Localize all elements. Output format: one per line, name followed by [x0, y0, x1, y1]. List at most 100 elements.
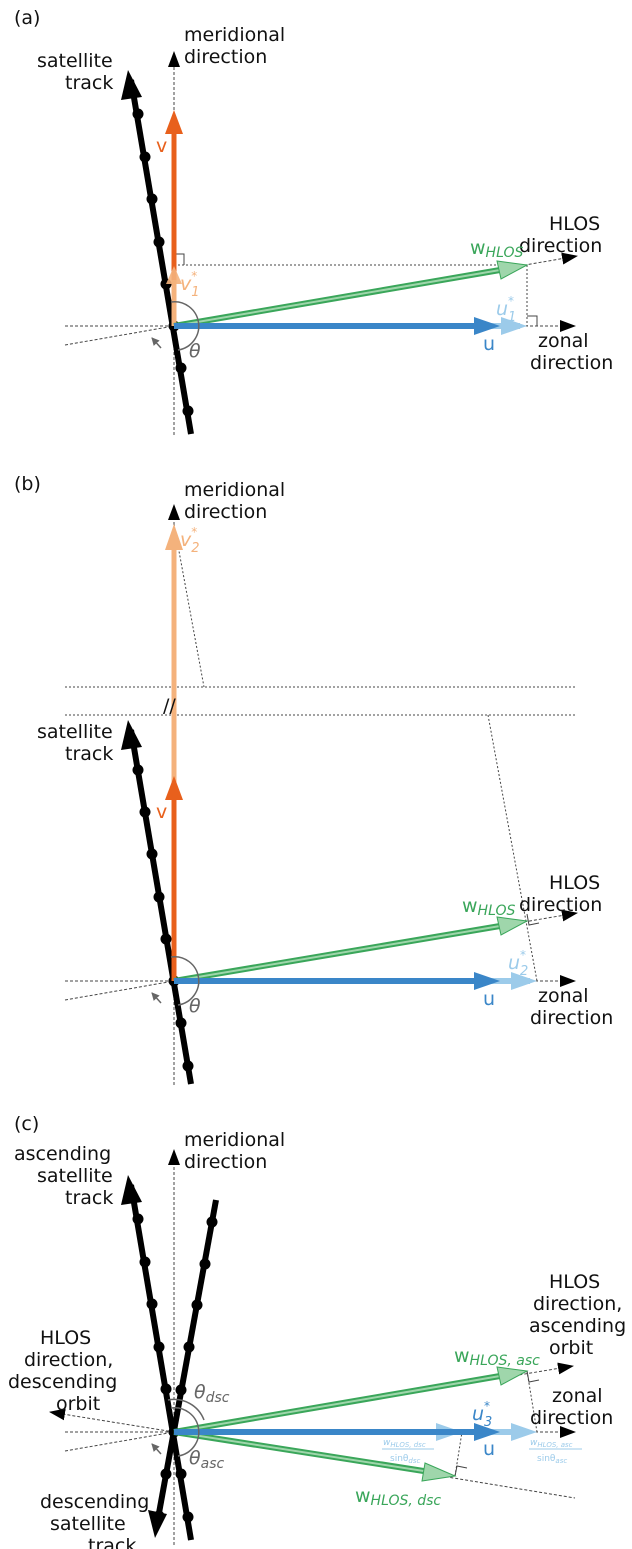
- w-hlos-dsc-label: wHLOS, dsc: [355, 1485, 441, 1509]
- frac-dsc-den: sinθdsc: [390, 1454, 420, 1465]
- frac-asc-num: wHLOS, asc: [530, 1438, 573, 1449]
- hlos-dsc-axis: [49, 1408, 175, 1433]
- descending-track-dots: [153, 1216, 218, 1522]
- v-arrowhead: [165, 776, 183, 800]
- dsc-track-label-1: descending: [40, 1491, 149, 1513]
- u-arrowhead: [474, 972, 500, 990]
- hlos-dsc-label-4: orbit: [56, 1393, 100, 1415]
- meridional-label-2: direction: [184, 1151, 267, 1173]
- zonal-label-2: direction: [530, 1007, 613, 1029]
- hlos-label-1: HLOS: [549, 872, 600, 894]
- w-hlos-arrowhead: [496, 916, 529, 936]
- w-hlos-asc-arrowhead: [496, 1366, 529, 1386]
- w-hlos-vector-inner: [173, 269, 501, 327]
- u1-star-arrowhead: [501, 317, 527, 335]
- v1-star-arrowhead: [166, 266, 182, 284]
- right-angle-hlos: [526, 913, 540, 926]
- w-hlos-asc-label: wHLOS, asc: [454, 1345, 540, 1369]
- theta-arc: [170, 956, 200, 1006]
- frac-dsc-num: wHLOS, dsc: [383, 1438, 426, 1449]
- v-label: v: [156, 135, 167, 157]
- u-asc-estimate-arrowhead: [511, 1423, 537, 1441]
- zonal-label-2: direction: [530, 1407, 613, 1429]
- u2-star-label: u* 2: [508, 948, 528, 979]
- satellite-track-line: [128, 79, 194, 435]
- track-label-2: track: [65, 743, 113, 765]
- theta-label: θ: [189, 340, 201, 362]
- axis-break-mark: //: [163, 695, 176, 717]
- theta-dsc-label: θdsc: [194, 1381, 230, 1406]
- u2-star-arrowhead: [511, 972, 537, 990]
- u-arrowhead: [474, 317, 500, 335]
- panel-a-label: (a): [14, 7, 40, 29]
- panel-c-label: (c): [14, 1113, 39, 1135]
- w-hlos-arrowhead: [496, 260, 529, 280]
- panel-c: (c): [8, 1113, 626, 1549]
- track-label-1: satellite: [37, 721, 113, 743]
- asc-track-label-2: satellite: [37, 1165, 113, 1187]
- asc-track-label-3: track: [65, 1187, 113, 1209]
- fraction-asc: wHLOS, asc sinθasc: [529, 1438, 582, 1465]
- right-angle-u: [527, 315, 538, 326]
- dsc-track-label-2: satellite: [50, 1513, 126, 1535]
- hlos-axis-back: [64, 980, 175, 1001]
- theta-arc-arrow: [151, 337, 162, 349]
- panel-b-label: (b): [14, 473, 41, 495]
- hlos-dsc-label-3: descending: [8, 1371, 117, 1393]
- hlos-asc-label-2: direction,: [533, 1293, 622, 1315]
- panel-a: (a) meridional d: [14, 7, 613, 435]
- hlos-asc-axis-back: [64, 1431, 175, 1452]
- hlos-dsc-label-1: HLOS: [40, 1327, 91, 1349]
- w-hlos-label: wHLOS: [470, 237, 523, 261]
- u1-star-label: u* 1: [496, 294, 516, 325]
- v-arrowhead: [165, 110, 183, 134]
- right-angle-dsc: [454, 1465, 468, 1477]
- u-label: u: [483, 1438, 495, 1460]
- hlos-asc-label-1: HLOS: [549, 1271, 600, 1293]
- hlos-label-1: HLOS: [549, 213, 600, 235]
- frac-asc-den: sinθasc: [537, 1454, 567, 1465]
- hlos-asc-label-3: ascending: [529, 1315, 626, 1337]
- theta-arc-arrow: [151, 992, 162, 1004]
- zonal-label-2: direction: [530, 352, 613, 374]
- hlos-asc-label-4: orbit: [549, 1337, 593, 1359]
- meridional-label-1: meridional: [184, 1129, 285, 1151]
- hlos-dsc-label-2: direction,: [24, 1349, 113, 1371]
- zonal-label-1: zonal: [552, 1385, 603, 1407]
- w-hlos-dsc-inner: [173, 1431, 431, 1473]
- w-hlos-vector-inner: [173, 925, 501, 982]
- ascending-track-line: [128, 1184, 194, 1541]
- v2-star-label: v* 2: [180, 525, 200, 556]
- v2-star-arrowhead: [165, 524, 183, 550]
- satellite-track-dots: [132, 764, 194, 1072]
- u-label: u: [483, 988, 495, 1010]
- theta-arc: [170, 301, 200, 351]
- theta-dsc-arc: [167, 1398, 205, 1421]
- theta-asc-arc: [170, 1407, 200, 1457]
- u3-star-label: u* 3: [472, 1399, 492, 1430]
- meridional-label-1: meridional: [184, 479, 285, 501]
- satellite-track-arrowhead: [121, 720, 142, 750]
- track-label-2: track: [65, 72, 113, 94]
- theta-asc-label: θasc: [189, 1447, 224, 1472]
- v-label: v: [156, 801, 167, 823]
- satellite-track-arrowhead: [121, 70, 142, 100]
- zonal-label-1: zonal: [538, 985, 589, 1007]
- u-label: u: [483, 333, 495, 355]
- meridional-label-2: direction: [184, 46, 267, 68]
- track-label-1: satellite: [37, 50, 113, 72]
- right-angle-asc: [526, 1370, 540, 1383]
- meridional-label-1: meridional: [184, 24, 285, 46]
- projection-dsc: [454, 1431, 463, 1477]
- projection-u2: [487, 714, 538, 982]
- w-hlos-asc-inner: [173, 1375, 501, 1433]
- ascending-track-arrowhead: [121, 1175, 142, 1205]
- meridional-label-2: direction: [184, 501, 267, 523]
- w-hlos-dsc-arrowhead: [421, 1462, 457, 1482]
- zonal-label-1: zonal: [538, 330, 589, 352]
- satellite-track-line: [128, 729, 194, 1085]
- hlos-axis-back: [64, 325, 175, 346]
- theta-asc-arrow: [151, 1443, 162, 1455]
- u-arrowhead: [474, 1423, 500, 1441]
